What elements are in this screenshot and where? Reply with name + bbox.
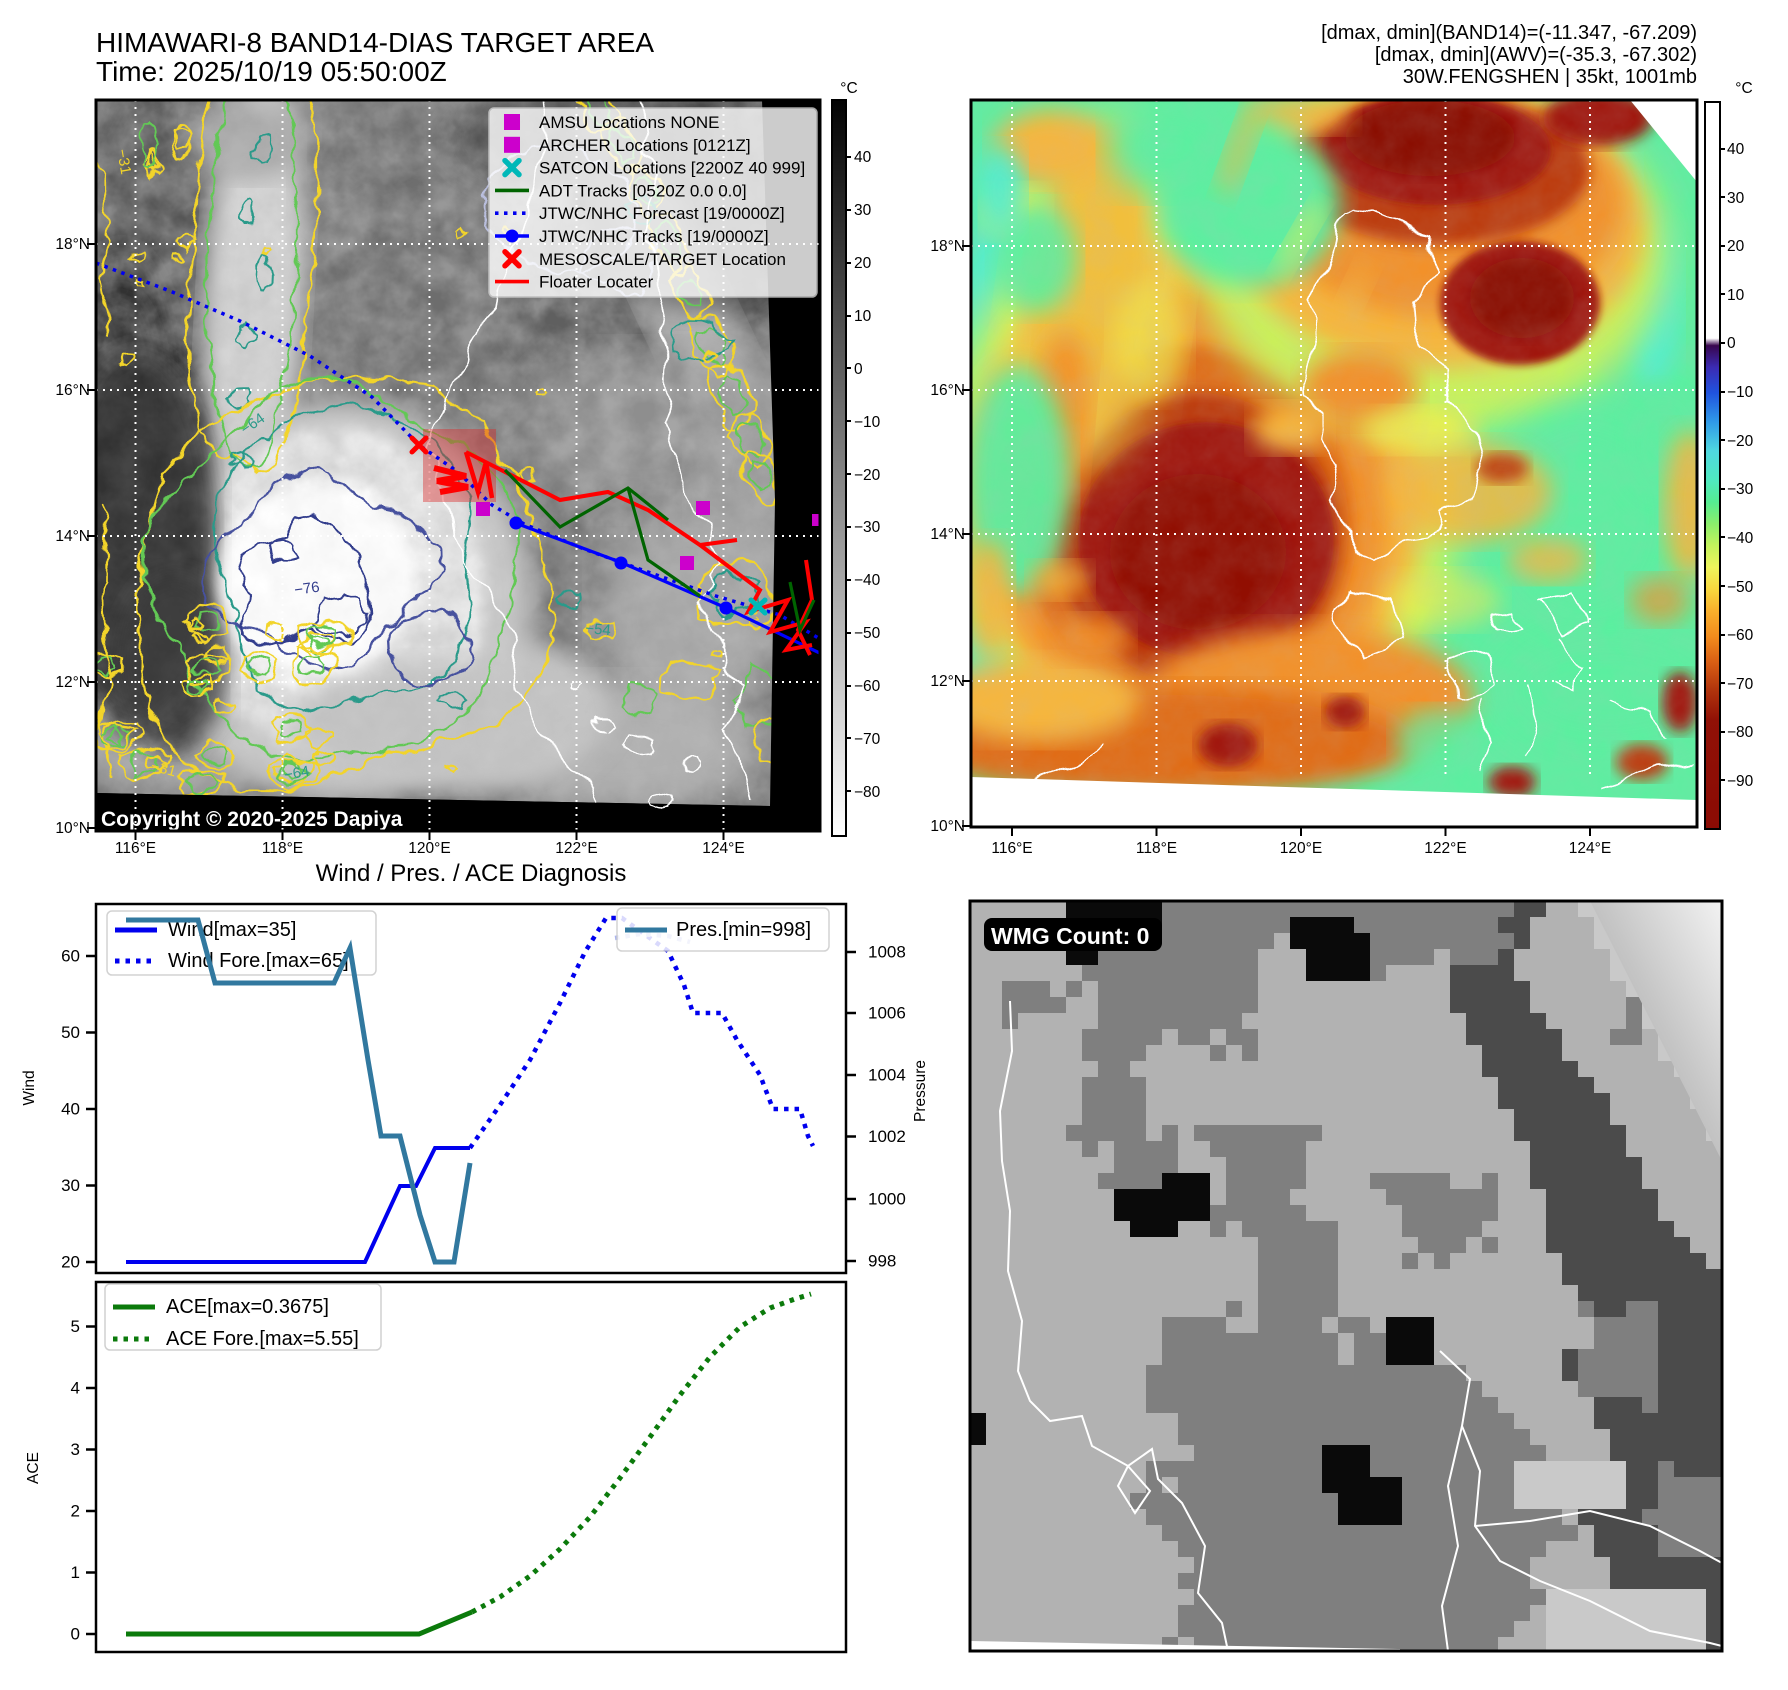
svg-text:40: 40 <box>61 1100 80 1119</box>
svg-text:Pressure: Pressure <box>912 1060 929 1122</box>
svg-text:−50: −50 <box>1727 579 1754 596</box>
svg-text:124°E: 124°E <box>1569 840 1611 857</box>
svg-text:12°N: 12°N <box>930 673 965 690</box>
svg-text:−80: −80 <box>1727 724 1754 741</box>
svg-text:3: 3 <box>71 1440 80 1459</box>
svg-text:[dmax, dmin](AWV)=(-35.3, -67.: [dmax, dmin](AWV)=(-35.3, -67.302) <box>1375 44 1697 66</box>
svg-text:30: 30 <box>854 202 872 219</box>
svg-text:18°N: 18°N <box>55 236 90 253</box>
svg-text:−30: −30 <box>854 519 881 536</box>
svg-text:12°N: 12°N <box>55 674 90 691</box>
svg-text:20: 20 <box>61 1253 80 1272</box>
svg-text:−70: −70 <box>1727 676 1754 693</box>
svg-text:1004: 1004 <box>868 1066 906 1085</box>
svg-text:−20: −20 <box>1727 433 1754 450</box>
svg-text:ACE[max=0.3675]: ACE[max=0.3675] <box>166 1296 329 1318</box>
svg-text:1: 1 <box>71 1563 80 1582</box>
svg-text:10°N: 10°N <box>930 818 965 835</box>
svg-text:20: 20 <box>854 255 872 272</box>
svg-text:124°E: 124°E <box>702 840 744 857</box>
svg-text:ACE: ACE <box>25 1452 42 1484</box>
svg-text:ACE Fore.[max=5.55]: ACE Fore.[max=5.55] <box>166 1328 359 1350</box>
svg-text:°C: °C <box>1735 80 1752 97</box>
svg-text:−10: −10 <box>1727 384 1754 401</box>
svg-text:JTWC/NHC Tracks [19/0000Z]: JTWC/NHC Tracks [19/0000Z] <box>539 227 769 246</box>
svg-text:16°N: 16°N <box>55 382 90 399</box>
svg-text:−30: −30 <box>1727 481 1754 498</box>
svg-text:[dmax, dmin](BAND14)=(-11.347,: [dmax, dmin](BAND14)=(-11.347, -67.209) <box>1321 22 1697 44</box>
svg-text:HIMAWARI-8 BAND14-DIAS TARGET: HIMAWARI-8 BAND14-DIAS TARGET AREA <box>96 27 654 58</box>
svg-text:120°E: 120°E <box>1280 840 1322 857</box>
svg-text:Time: 2025/10/19 05:50:00Z: Time: 2025/10/19 05:50:00Z <box>96 56 447 87</box>
svg-text:−10: −10 <box>854 414 881 431</box>
svg-text:10: 10 <box>854 308 872 325</box>
svg-text:14°N: 14°N <box>930 526 965 543</box>
svg-text:−54: −54 <box>585 620 612 639</box>
svg-text:50: 50 <box>61 1023 80 1042</box>
svg-text:Wind / Pres. / ACE Diagnosis: Wind / Pres. / ACE Diagnosis <box>316 860 627 887</box>
svg-text:2: 2 <box>71 1502 80 1521</box>
svg-text:116°E: 116°E <box>115 840 156 857</box>
svg-text:MESOSCALE/TARGET Location: MESOSCALE/TARGET Location <box>539 250 786 269</box>
svg-text:−40: −40 <box>854 572 881 589</box>
svg-text:Wind: Wind <box>21 1070 38 1105</box>
svg-text:AMSU Locations NONE: AMSU Locations NONE <box>539 113 719 132</box>
svg-text:120°E: 120°E <box>408 840 450 857</box>
svg-text:18°N: 18°N <box>930 238 965 255</box>
svg-text:4: 4 <box>71 1379 80 1398</box>
svg-text:JTWC/NHC Forecast [19/0000Z]: JTWC/NHC Forecast [19/0000Z] <box>539 204 785 223</box>
svg-text:ADT Tracks [0520Z 0.0 0.0]: ADT Tracks [0520Z 0.0 0.0] <box>539 181 747 200</box>
svg-text:−60: −60 <box>854 678 881 695</box>
svg-text:30W.FENGSHEN | 35kt, 1001mb: 30W.FENGSHEN | 35kt, 1001mb <box>1403 66 1697 88</box>
svg-text:10: 10 <box>1727 287 1745 304</box>
svg-text:−60: −60 <box>1727 627 1754 644</box>
svg-text:1008: 1008 <box>868 943 906 962</box>
svg-text:Wind Fore.[max=65]: Wind Fore.[max=65] <box>168 950 349 972</box>
svg-text:−31: −31 <box>113 148 134 176</box>
svg-text:SATCON Locations [2200Z 40 999: SATCON Locations [2200Z 40 999] <box>539 159 805 178</box>
svg-text:Pres.[min=998]: Pres.[min=998] <box>676 919 811 941</box>
svg-text:1002: 1002 <box>868 1127 906 1146</box>
svg-text:−31: −31 <box>149 757 178 780</box>
svg-text:30: 30 <box>1727 190 1745 207</box>
svg-text:−90: −90 <box>1727 773 1754 790</box>
svg-text:Floater Locater: Floater Locater <box>539 273 654 292</box>
svg-text:ARCHER Locations [0121Z]: ARCHER Locations [0121Z] <box>539 136 751 155</box>
svg-text:14°N: 14°N <box>55 528 90 545</box>
svg-text:−64: −64 <box>283 763 311 784</box>
svg-text:−70: −70 <box>854 731 881 748</box>
svg-text:30: 30 <box>61 1176 80 1195</box>
svg-text:1006: 1006 <box>868 1004 906 1023</box>
svg-text:5: 5 <box>71 1317 80 1336</box>
svg-text:116°E: 116°E <box>991 840 1032 857</box>
svg-text:10°N: 10°N <box>55 820 90 837</box>
svg-text:40: 40 <box>1727 141 1745 158</box>
svg-text:118°E: 118°E <box>1136 840 1177 857</box>
svg-text:122°E: 122°E <box>555 840 597 857</box>
svg-text:998: 998 <box>868 1252 896 1271</box>
svg-text:−76: −76 <box>293 579 321 599</box>
svg-text:20: 20 <box>1727 238 1745 255</box>
svg-text:0: 0 <box>71 1625 80 1644</box>
svg-text:16°N: 16°N <box>930 382 965 399</box>
svg-text:−40: −40 <box>1727 530 1754 547</box>
svg-text:−80: −80 <box>854 784 881 801</box>
svg-text:118°E: 118°E <box>262 840 303 857</box>
svg-text:−50: −50 <box>854 625 881 642</box>
svg-text:0: 0 <box>854 361 863 378</box>
svg-text:0: 0 <box>1727 335 1736 352</box>
svg-text:1000: 1000 <box>868 1190 906 1209</box>
svg-text:Copyright © 2020-2025 Dapiya: Copyright © 2020-2025 Dapiya <box>101 808 403 831</box>
svg-text:WMG Count: 0: WMG Count: 0 <box>991 923 1149 949</box>
svg-text:−20: −20 <box>854 467 881 484</box>
svg-text:60: 60 <box>61 947 80 966</box>
svg-text:122°E: 122°E <box>1424 840 1466 857</box>
svg-text:°C: °C <box>840 80 857 97</box>
svg-text:40: 40 <box>854 149 872 166</box>
